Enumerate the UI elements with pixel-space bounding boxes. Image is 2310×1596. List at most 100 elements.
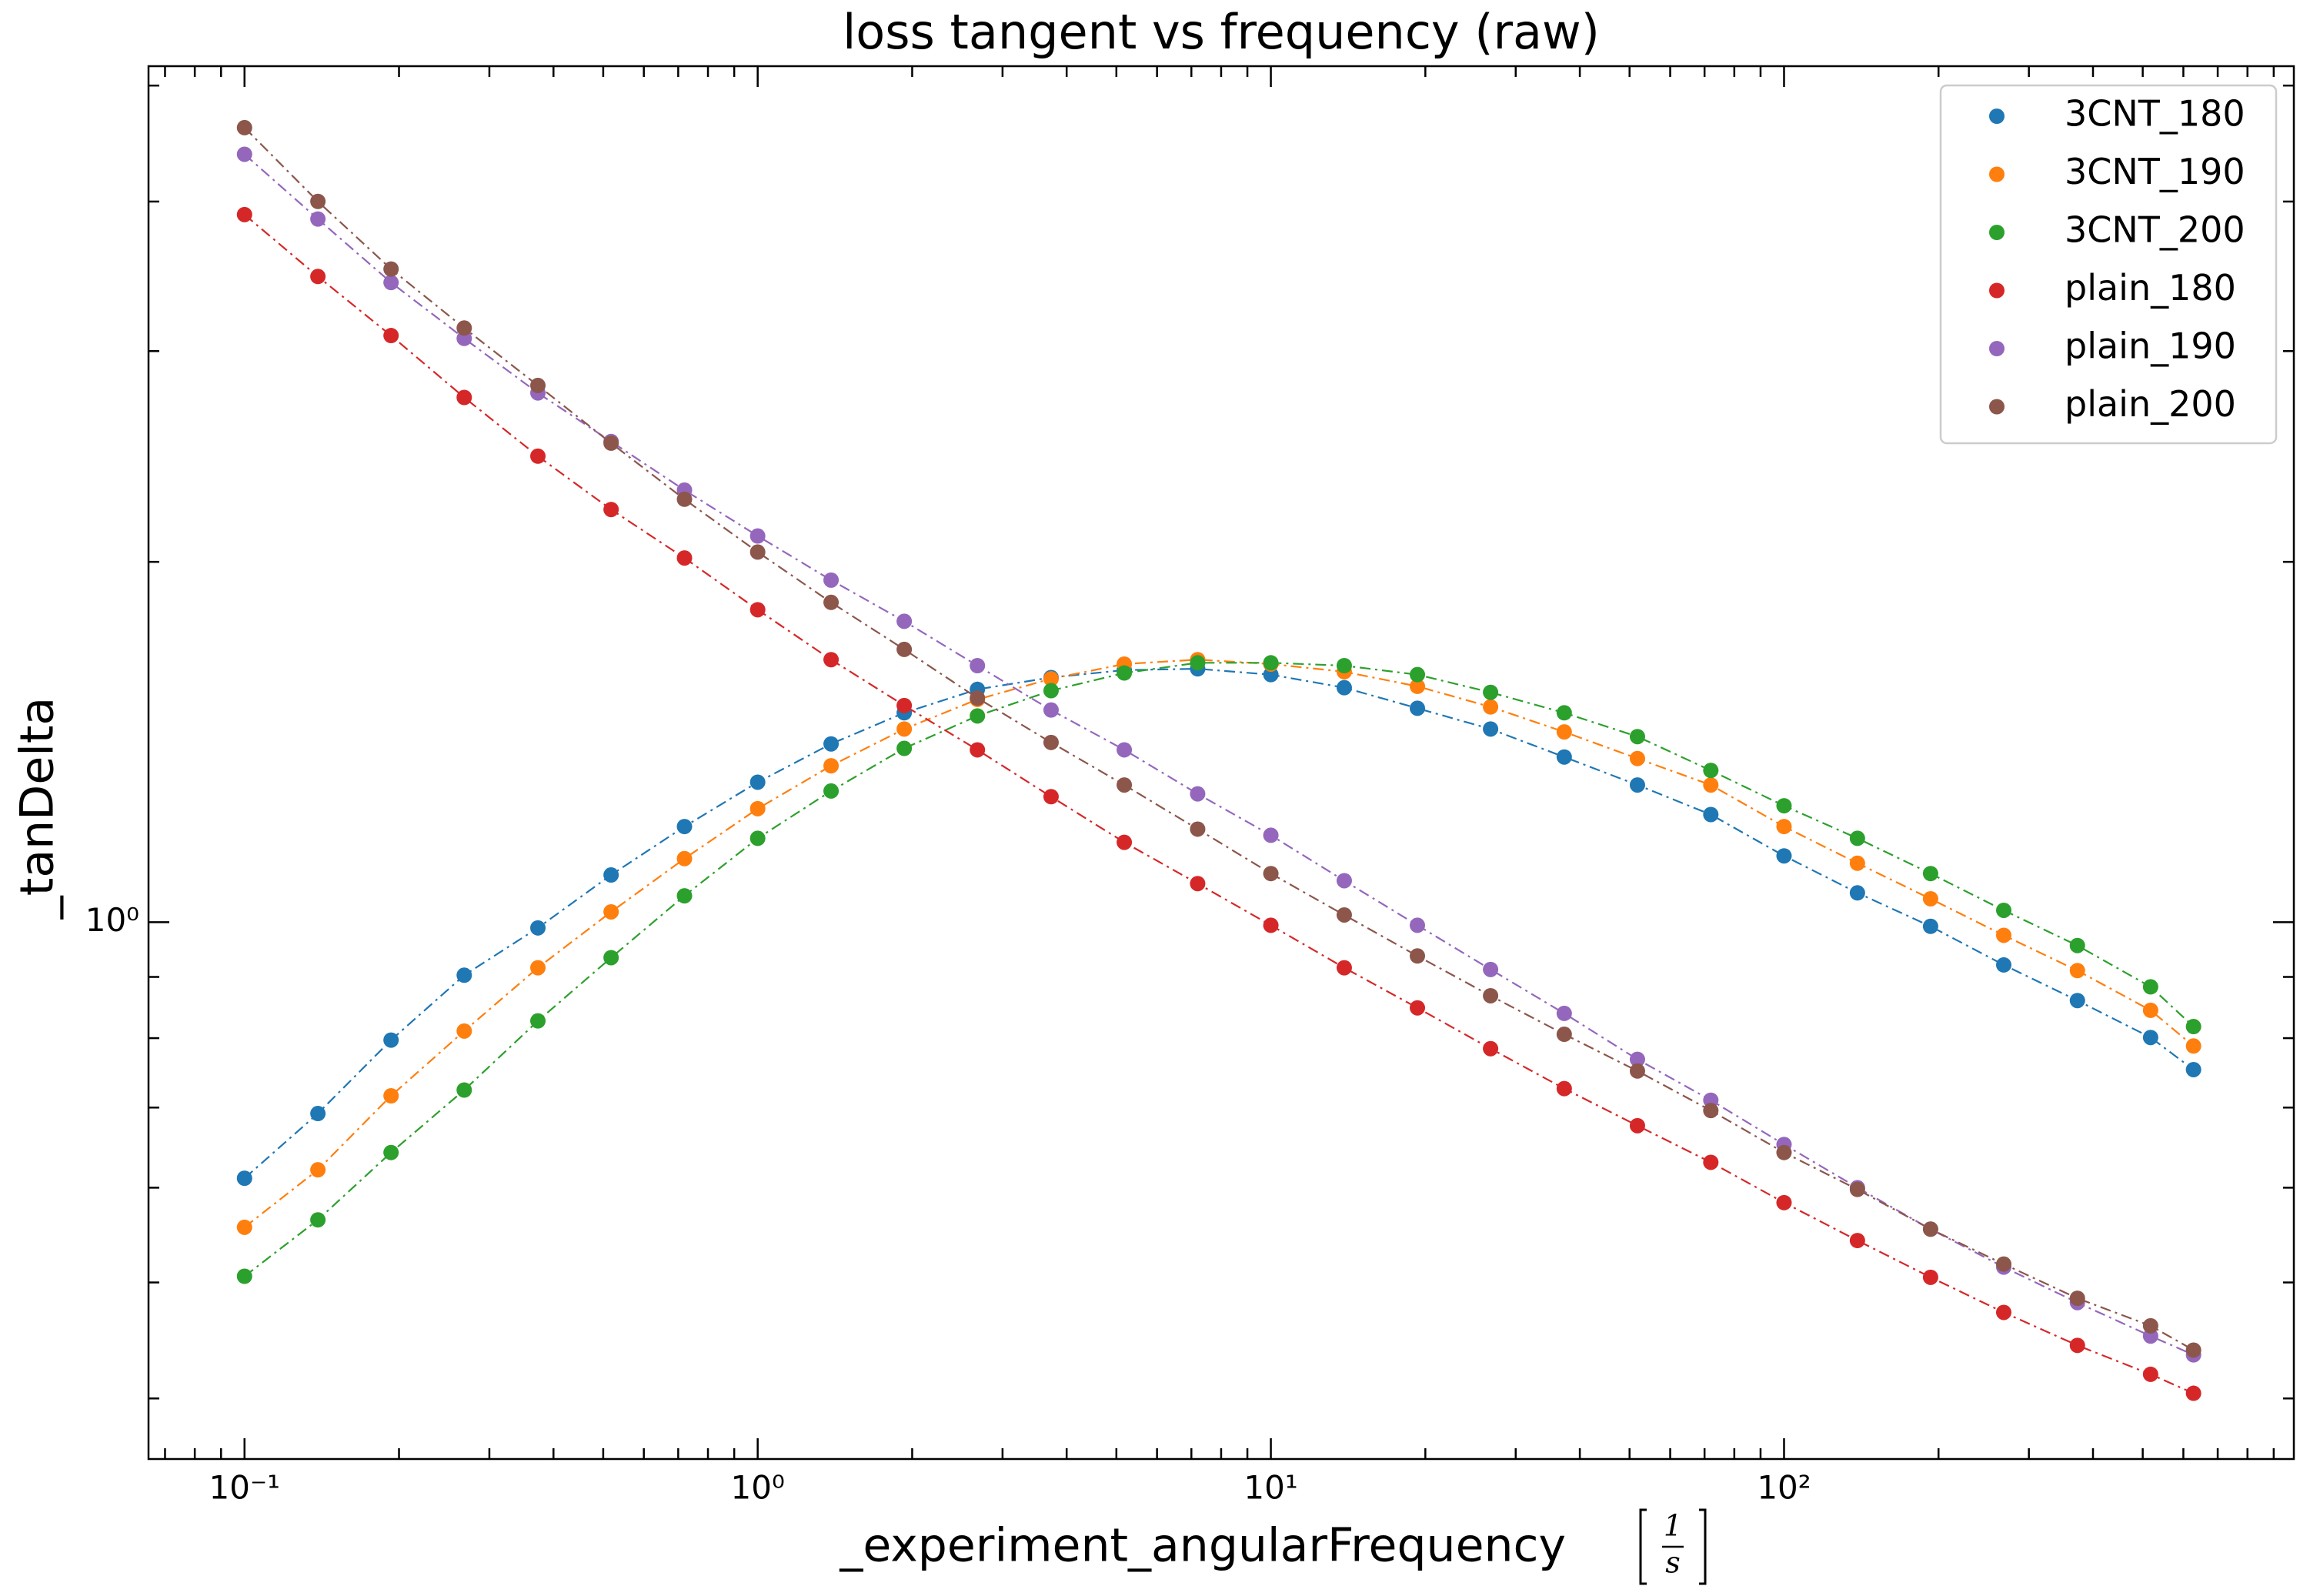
legend-label: plain_200 — [2065, 383, 2236, 425]
data-point — [1922, 918, 1938, 934]
data-point — [1117, 742, 1133, 758]
data-point — [236, 1170, 252, 1187]
data-point — [1190, 655, 1206, 671]
data-point — [2185, 1342, 2202, 1358]
data-point — [1703, 763, 1719, 779]
data-point — [2142, 1366, 2158, 1382]
data-point — [970, 708, 986, 724]
data-point — [1556, 724, 1572, 740]
data-point — [1703, 1154, 1719, 1170]
data-point — [456, 967, 472, 983]
data-point — [749, 774, 766, 790]
data-point — [1629, 1117, 1645, 1134]
data-point — [823, 652, 840, 668]
data-point — [1043, 702, 1059, 718]
data-point — [383, 261, 399, 277]
data-point — [1410, 678, 1426, 694]
data-point — [1629, 1063, 1645, 1079]
x-tick-label: 10¹ — [1243, 1469, 1297, 1507]
data-point — [383, 1144, 399, 1160]
data-point — [823, 736, 840, 752]
data-point — [1483, 987, 1499, 1003]
data-point — [1629, 1051, 1645, 1067]
data-point — [749, 800, 766, 816]
data-point — [1263, 917, 1279, 933]
data-point — [1922, 890, 1938, 907]
data-point — [1263, 666, 1279, 683]
data-point — [970, 690, 986, 706]
data-point — [603, 903, 619, 920]
data-point — [2142, 979, 2158, 995]
data-point — [1410, 1000, 1426, 1016]
data-point — [896, 641, 913, 657]
data-point — [530, 920, 546, 936]
series-line — [244, 667, 2195, 1179]
data-point — [456, 320, 472, 336]
data-point — [1336, 679, 1352, 696]
data-point — [1410, 700, 1426, 716]
data-point — [1043, 671, 1059, 687]
data-point — [1629, 777, 1645, 793]
data-point — [1556, 1080, 1572, 1097]
data-point — [2142, 1030, 2158, 1046]
data-point — [1483, 961, 1499, 977]
data-point — [676, 491, 693, 507]
data-point — [1410, 948, 1426, 964]
data-point — [896, 721, 913, 737]
y-axis-label: _tanDelta — [11, 697, 65, 920]
data-point — [1556, 749, 1572, 765]
data-point — [1483, 684, 1499, 700]
series-line — [244, 127, 2195, 1351]
data-point — [456, 389, 472, 406]
data-point — [603, 435, 619, 451]
data-point — [530, 1013, 546, 1029]
data-point — [310, 193, 326, 209]
data-point — [1629, 729, 1645, 745]
data-point — [749, 544, 766, 560]
data-point — [530, 960, 546, 976]
data-point — [1263, 866, 1279, 882]
data-point — [749, 602, 766, 618]
legend-label: plain_180 — [2065, 267, 2236, 309]
legend-marker — [1989, 341, 2005, 356]
legend-marker — [1989, 282, 2005, 299]
data-point — [2185, 1019, 2202, 1035]
data-point — [1776, 848, 1792, 864]
data-point — [1703, 1103, 1719, 1119]
data-point — [456, 1023, 472, 1039]
legend-box — [1939, 84, 2278, 445]
data-point — [2069, 963, 2085, 979]
legend-label: plain_190 — [2065, 326, 2236, 367]
data-point — [1336, 960, 1352, 976]
data-point — [970, 658, 986, 674]
data-point — [2069, 1290, 2085, 1307]
data-point — [1483, 721, 1499, 737]
data-point — [896, 697, 913, 713]
data-point — [603, 950, 619, 966]
data-point — [2185, 1038, 2202, 1054]
data-point — [236, 119, 252, 135]
data-point — [1849, 855, 1865, 871]
x-tick-label: 10⁰ — [731, 1469, 785, 1507]
data-point — [1043, 734, 1059, 750]
series-line — [244, 659, 2195, 1228]
data-point — [2185, 1385, 2202, 1401]
data-point — [1263, 827, 1279, 843]
data-point — [1117, 777, 1133, 793]
data-point — [603, 867, 619, 883]
data-point — [676, 888, 693, 904]
series-line — [244, 153, 2195, 1356]
data-point — [823, 758, 840, 774]
data-point — [1043, 683, 1059, 699]
data-point — [1556, 705, 1572, 721]
data-point — [2142, 1317, 2158, 1334]
legend-marker — [1989, 166, 2005, 182]
data-point — [1995, 957, 2011, 973]
data-point — [310, 1162, 326, 1178]
data-point — [1336, 907, 1352, 923]
data-point — [1483, 1040, 1499, 1057]
data-point — [383, 275, 399, 291]
data-point — [236, 1219, 252, 1235]
data-point — [1336, 658, 1352, 674]
